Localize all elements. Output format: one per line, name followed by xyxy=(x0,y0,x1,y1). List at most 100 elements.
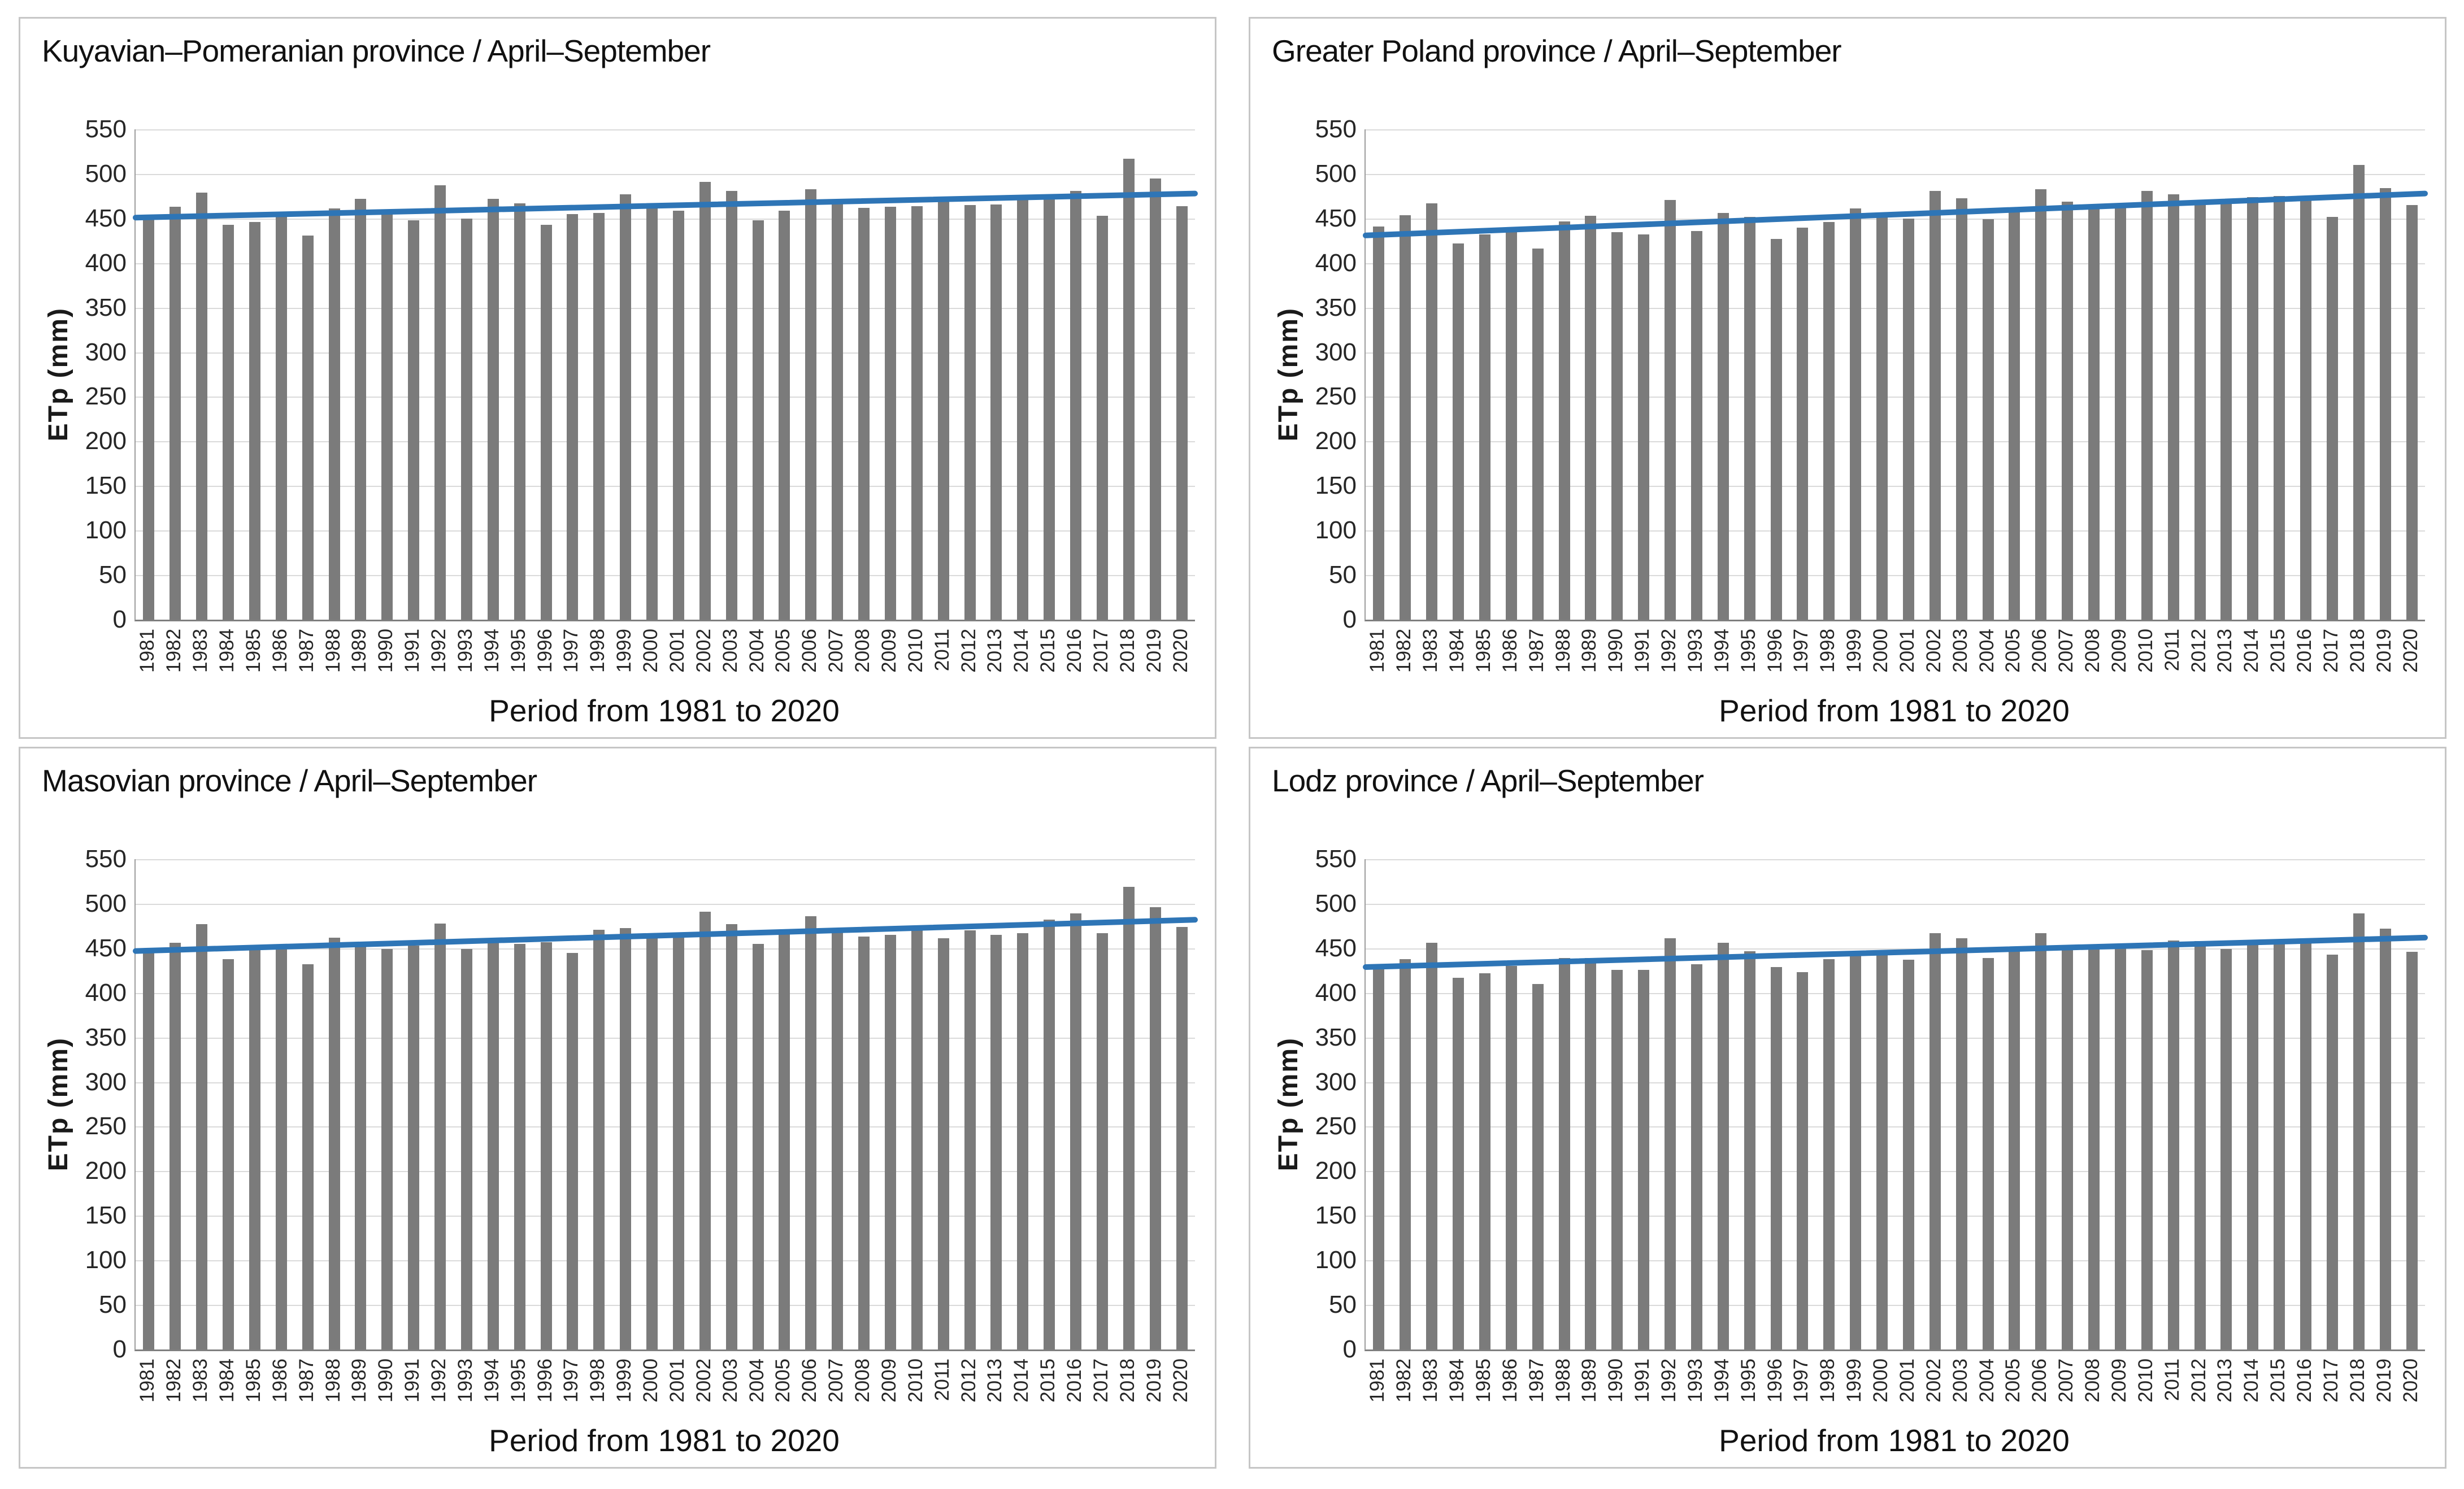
plot-area xyxy=(1363,859,2428,1351)
gridline xyxy=(136,1126,1195,1128)
x-tick-label-2016: 2016 xyxy=(2293,629,2316,673)
x-axis-tick-labels: 1981 1982 1983 1984 1985 1986 1987 1988 1989 1990… xyxy=(1364,624,2424,695)
bar-1990 xyxy=(381,949,393,1349)
y-tick-label: 50 xyxy=(99,561,127,589)
y-tick-label: 0 xyxy=(1342,606,1357,633)
bar-2009 xyxy=(2114,204,2126,620)
bar-1986 xyxy=(1505,966,1517,1349)
gridline xyxy=(136,530,1195,532)
x-tick-label-1987: 1987 xyxy=(295,1359,318,1403)
x-tick-label-2004: 2004 xyxy=(745,1359,768,1403)
gridline xyxy=(136,129,1195,130)
x-tick-label-1983: 1983 xyxy=(1419,629,1442,673)
x-tick-label-1988: 1988 xyxy=(1552,629,1574,673)
x-tick-label-2012: 2012 xyxy=(957,629,980,673)
bar-2010 xyxy=(911,930,923,1349)
y-tick-label: 50 xyxy=(1329,561,1357,589)
gridline xyxy=(136,1216,1195,1217)
y-tick-label: 200 xyxy=(85,1157,127,1185)
x-tick-label-2000: 2000 xyxy=(1870,1359,1892,1403)
bar-1999 xyxy=(1850,954,1862,1349)
bar-2015 xyxy=(2274,196,2285,620)
bar-2015 xyxy=(1044,196,1055,620)
x-tick-label-2002: 2002 xyxy=(692,1359,715,1403)
y-tick-label: 150 xyxy=(85,472,127,500)
x-tick-label-2014: 2014 xyxy=(1010,1359,1033,1403)
x-tick-label-1982: 1982 xyxy=(1393,1359,1415,1403)
bar-1985 xyxy=(1479,973,1490,1349)
gridline xyxy=(136,903,1195,905)
y-tick-label: 200 xyxy=(1315,427,1357,455)
x-tick-label-2005: 2005 xyxy=(2002,1359,2024,1403)
x-tick-label-2010: 2010 xyxy=(2134,629,2157,673)
x-tick-label-1984: 1984 xyxy=(216,1359,238,1403)
x-tick-label-2018: 2018 xyxy=(2346,1359,2369,1403)
gridline xyxy=(1366,1037,2425,1039)
x-tick-label-2011: 2011 xyxy=(931,1359,953,1401)
bar-2002 xyxy=(1929,933,1941,1349)
x-tick-label-2008: 2008 xyxy=(851,629,874,673)
x-tick-label-2020: 2020 xyxy=(2399,1359,2422,1403)
chart-panel-greater-poland: Greater Poland province / April–Septembe… xyxy=(1249,17,2446,739)
bar-2017 xyxy=(1096,933,1108,1349)
x-tick-label-1997: 1997 xyxy=(1790,1359,1813,1403)
gridline xyxy=(136,263,1195,264)
x-tick-label-2005: 2005 xyxy=(2002,629,2024,673)
y-tick-label: 550 xyxy=(85,845,127,873)
x-tick-label-2000: 2000 xyxy=(1870,629,1892,673)
bar-2003 xyxy=(725,924,737,1349)
bar-1992 xyxy=(1665,938,1676,1349)
x-tick-label-1998: 1998 xyxy=(1817,1359,1839,1403)
y-tick-label: 50 xyxy=(1329,1291,1357,1319)
y-tick-label: 100 xyxy=(1315,1246,1357,1274)
chart-title: Lodz province / April–September xyxy=(1272,763,1704,798)
bar-1982 xyxy=(1400,959,1411,1349)
x-tick-label-1993: 1993 xyxy=(454,1359,476,1403)
gridline xyxy=(136,352,1195,354)
x-axis-tick-labels: 1981 1982 1983 1984 1985 1986 1987 1988 1989 1990… xyxy=(134,1354,1194,1425)
x-tick-label-1985: 1985 xyxy=(242,1359,264,1403)
bar-2006 xyxy=(805,189,817,620)
y-tick-label: 100 xyxy=(1315,516,1357,545)
bar-1988 xyxy=(328,937,340,1349)
bar-1984 xyxy=(223,959,234,1349)
bar-2013 xyxy=(990,935,1002,1349)
y-tick-label: 250 xyxy=(1315,1112,1357,1140)
bar-1994 xyxy=(487,938,499,1349)
bar-2009 xyxy=(884,207,896,620)
bar-2014 xyxy=(1017,933,1029,1349)
y-tick-label: 350 xyxy=(85,293,127,321)
x-tick-label-1986: 1986 xyxy=(268,1359,291,1403)
x-tick-label-2004: 2004 xyxy=(745,629,768,673)
x-tick-label-2007: 2007 xyxy=(2055,629,2078,673)
x-tick-label-2003: 2003 xyxy=(719,629,741,673)
y-tick-label: 300 xyxy=(1315,338,1357,366)
chart-title: Greater Poland province / April–Septembe… xyxy=(1272,33,1842,68)
x-tick-label-2003: 2003 xyxy=(1949,629,1971,673)
bar-2017 xyxy=(2326,954,2338,1349)
x-tick-label-1984: 1984 xyxy=(216,629,238,673)
y-axis-tick-labels: 0 50 100 150 200 250 300 350 400 450 500 550 xyxy=(1250,847,1357,1362)
x-tick-label-1987: 1987 xyxy=(1525,629,1548,673)
x-tick-label-1986: 1986 xyxy=(1498,1359,1521,1403)
x-tick-label-1999: 1999 xyxy=(613,1359,636,1403)
x-tick-label-1984: 1984 xyxy=(1446,1359,1468,1403)
bar-1998 xyxy=(593,213,605,620)
x-tick-label-1996: 1996 xyxy=(1763,1359,1786,1403)
x-tick-label-2016: 2016 xyxy=(1063,1359,1086,1403)
bar-2016 xyxy=(2300,942,2312,1349)
bar-2018 xyxy=(2353,165,2365,620)
bar-1996 xyxy=(540,942,552,1349)
gridline xyxy=(1366,530,2425,532)
y-tick-label: 100 xyxy=(85,1246,127,1274)
x-tick-label-2010: 2010 xyxy=(904,629,927,673)
x-tick-label-1991: 1991 xyxy=(401,629,424,673)
bar-1997 xyxy=(1797,227,1809,620)
gridline xyxy=(136,575,1195,577)
bar-1984 xyxy=(223,224,234,620)
bar-1997 xyxy=(1797,972,1809,1349)
bar-1992 xyxy=(1665,199,1676,620)
x-tick-label-2019: 2019 xyxy=(2372,1359,2395,1403)
bar-2017 xyxy=(2326,216,2338,620)
x-tick-label-1999: 1999 xyxy=(613,629,636,673)
